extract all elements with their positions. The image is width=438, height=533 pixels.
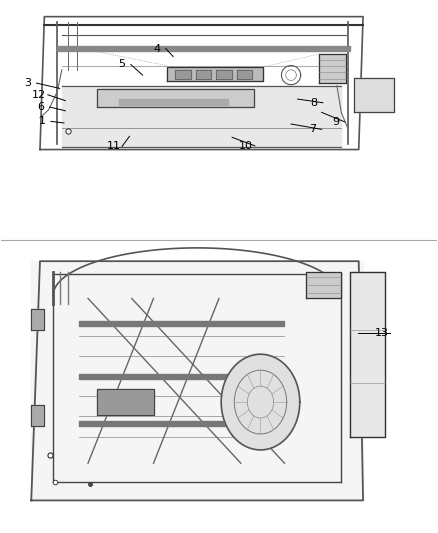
- Text: 9: 9: [332, 117, 339, 127]
- Text: 4: 4: [153, 44, 161, 53]
- Text: 6: 6: [37, 102, 44, 112]
- Text: 3: 3: [24, 78, 31, 88]
- Text: 13: 13: [374, 328, 389, 338]
- Text: 5: 5: [119, 60, 126, 69]
- Text: 8: 8: [311, 98, 318, 108]
- Circle shape: [221, 354, 300, 450]
- Text: 12: 12: [32, 90, 46, 100]
- Text: 7: 7: [309, 124, 316, 134]
- Text: 10: 10: [239, 141, 253, 151]
- Text: 11: 11: [106, 141, 120, 151]
- Text: 1: 1: [39, 116, 46, 126]
